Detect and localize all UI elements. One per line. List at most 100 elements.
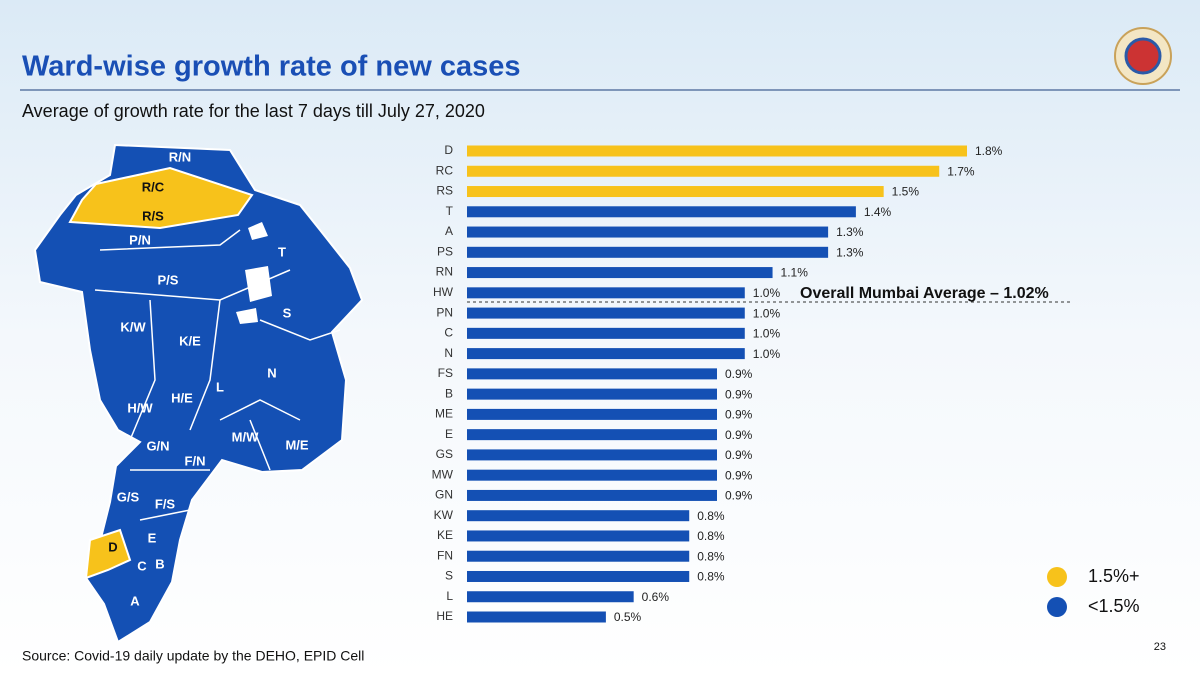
legend-swatch xyxy=(1047,567,1067,587)
category-label: L xyxy=(446,589,453,603)
bar xyxy=(467,368,717,380)
value-label: 1.8% xyxy=(975,144,1003,158)
bar xyxy=(467,469,717,481)
bar xyxy=(467,348,745,360)
value-label: 1.0% xyxy=(753,347,781,361)
category-label: PS xyxy=(437,244,453,258)
category-label: A xyxy=(445,224,453,238)
value-label: 1.3% xyxy=(836,225,864,239)
value-label: 1.7% xyxy=(947,164,975,178)
value-label: 0.6% xyxy=(642,590,670,604)
legend-swatch xyxy=(1047,597,1067,617)
legend-label: 1.5%+ xyxy=(1088,566,1140,586)
bar xyxy=(467,591,634,603)
value-label: 0.8% xyxy=(697,570,725,584)
ward-label: K/W xyxy=(120,319,146,334)
bar xyxy=(467,145,967,157)
value-label: 1.1% xyxy=(781,266,809,280)
ward-label: C xyxy=(137,558,147,573)
value-label: 1.0% xyxy=(753,306,781,320)
category-label: RS xyxy=(436,184,453,198)
ward-label: L xyxy=(216,379,224,394)
category-label: HE xyxy=(436,609,453,623)
category-label: FN xyxy=(437,548,453,562)
ward-label: B xyxy=(155,556,164,571)
ward-label: R/C xyxy=(142,179,165,194)
ward-label: A xyxy=(130,593,140,608)
bar xyxy=(467,186,884,198)
ward-label: T xyxy=(278,244,286,259)
ward-label: N xyxy=(267,365,276,380)
ward-label: H/W xyxy=(127,400,153,415)
value-label: 0.8% xyxy=(697,529,725,543)
bar xyxy=(467,206,856,218)
category-label: PN xyxy=(436,305,453,319)
bar xyxy=(467,287,745,299)
category-label: S xyxy=(445,569,453,583)
category-label: C xyxy=(444,326,453,340)
average-annotation: Overall Mumbai Average – 1.02% xyxy=(800,285,1049,302)
category-label: ME xyxy=(435,407,453,421)
ward-label: F/S xyxy=(155,496,176,511)
bar xyxy=(467,530,690,542)
value-label: 0.9% xyxy=(725,448,753,462)
logo xyxy=(1114,27,1172,85)
title: Ward-wise growth rate of new cases xyxy=(22,51,521,83)
category-label: HW xyxy=(433,285,454,299)
legend-label: <1.5% xyxy=(1088,596,1140,616)
bar xyxy=(467,388,717,400)
ward-labels: R/N R/C R/S P/N T P/S S K/W K/E N L H/W H/E M/W G/N M/E… xyxy=(108,149,309,608)
bar xyxy=(467,246,829,258)
ward-label: P/S xyxy=(158,272,179,287)
value-label: 1.3% xyxy=(836,245,864,259)
bar xyxy=(467,267,773,279)
page-number: 23 xyxy=(1154,641,1166,653)
bar xyxy=(467,489,717,501)
value-label: 0.8% xyxy=(697,509,725,523)
value-label: 0.9% xyxy=(725,387,753,401)
ward-label: F/N xyxy=(185,453,206,468)
value-label: 0.9% xyxy=(725,468,753,482)
ward-label: P/N xyxy=(129,232,151,247)
value-label: 0.9% xyxy=(725,428,753,442)
bar xyxy=(467,570,690,582)
value-label: 1.4% xyxy=(864,205,892,219)
ward-label: G/N xyxy=(146,438,169,453)
bar xyxy=(467,510,690,522)
category-label: GN xyxy=(435,488,453,502)
category-label: T xyxy=(446,204,454,218)
value-label: 1.0% xyxy=(753,327,781,341)
bar xyxy=(467,611,606,623)
ward-label: R/S xyxy=(142,208,164,223)
value-label: 0.5% xyxy=(614,610,642,624)
bar xyxy=(467,165,940,177)
category-label: KW xyxy=(434,508,454,522)
ward-label: M/E xyxy=(285,437,308,452)
value-label: 0.9% xyxy=(725,408,753,422)
category-label: D xyxy=(444,143,453,157)
category-label: KE xyxy=(437,528,453,542)
ward-label: H/E xyxy=(171,390,193,405)
category-label: E xyxy=(445,427,453,441)
category-label: FS xyxy=(438,366,453,380)
category-label: RN xyxy=(436,265,453,279)
bar xyxy=(467,327,745,339)
bar xyxy=(467,307,745,319)
bar xyxy=(467,429,717,441)
ward-label: G/S xyxy=(117,489,140,504)
category-label: B xyxy=(445,386,453,400)
ward-label: S xyxy=(283,305,292,320)
category-label: MW xyxy=(432,467,454,481)
map xyxy=(33,143,364,644)
value-label: 0.9% xyxy=(725,367,753,381)
ward-label: D xyxy=(108,539,117,554)
value-label: 1.5% xyxy=(892,185,920,199)
value-label: 0.8% xyxy=(697,549,725,563)
ward-label: R/N xyxy=(169,149,191,164)
bar xyxy=(467,408,717,420)
bar xyxy=(467,226,829,238)
source: Source: Covid-19 daily update by the DEH… xyxy=(22,648,364,664)
category-label: N xyxy=(444,346,453,360)
